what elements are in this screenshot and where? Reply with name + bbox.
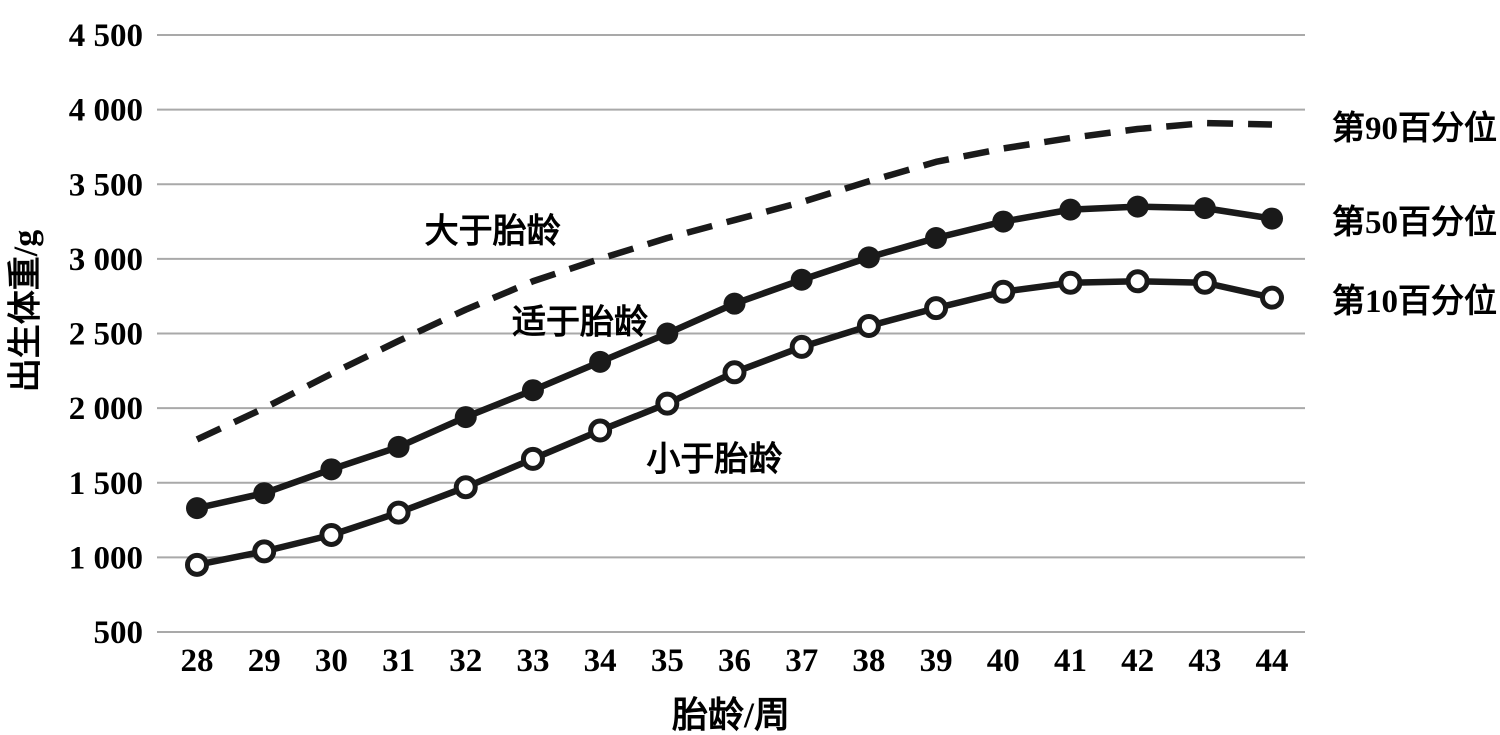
annotation-large-for-gestational-age: 大于胎龄: [424, 213, 561, 251]
marker-open-35w: [655, 391, 680, 416]
marker-open-28w: [185, 552, 209, 577]
marker-open-29w: [252, 539, 277, 564]
x-tick-label-38: 38: [852, 643, 885, 679]
marker-open-33w: [520, 446, 545, 471]
x-tick-label-36: 36: [718, 643, 751, 679]
marker-filled-40w: [992, 210, 1015, 233]
marker-filled-33w: [521, 379, 544, 402]
y-tick-label-2500: 2 500: [69, 317, 143, 353]
legend-label-10th-percentile: 第10百分位: [1332, 283, 1497, 320]
marker-filled-30w: [320, 458, 343, 481]
x-tick-label-32: 32: [449, 643, 482, 679]
marker-filled-29w: [253, 482, 276, 505]
y-tick-label-1000: 1 000: [69, 540, 143, 576]
x-tick-label-44: 44: [1256, 643, 1289, 679]
marker-open-34w: [588, 418, 613, 443]
marker-filled-43w: [1193, 197, 1216, 220]
x-tick-label-29: 29: [248, 643, 281, 679]
marker-open-31w: [386, 500, 411, 525]
y-tick-label-2000: 2 000: [69, 391, 143, 427]
marker-filled-37w: [790, 268, 813, 291]
marker-open-43w: [1192, 270, 1217, 295]
series-line-第90百分位: [195, 119, 1273, 443]
marker-open-40w: [991, 279, 1016, 304]
y-tick-label-500: 500: [94, 615, 144, 651]
x-tick-label-37: 37: [785, 643, 818, 679]
marker-open-30w: [319, 522, 344, 547]
marker-filled-41w: [1059, 198, 1082, 221]
marker-open-37w: [789, 334, 814, 359]
y-tick-label-1500: 1 500: [69, 466, 143, 502]
marker-open-42w: [1125, 269, 1150, 294]
y-tick-label-3500: 3 500: [69, 167, 143, 203]
x-tick-label-41: 41: [1054, 643, 1087, 679]
x-tick-label-42: 42: [1121, 643, 1154, 679]
marker-open-36w: [722, 360, 747, 385]
x-tick-label-33: 33: [516, 643, 549, 679]
y-tick-label-4000: 4 000: [69, 93, 143, 129]
annotation-appropriate-for-gestational-age: 适于胎龄: [511, 304, 648, 342]
marker-filled-44w: [1261, 207, 1283, 230]
x-tick-label-40: 40: [987, 643, 1020, 679]
marker-filled-35w: [656, 322, 679, 345]
marker-open-32w: [453, 475, 478, 500]
x-tick-label-31: 31: [382, 643, 415, 679]
marker-filled-28w: [186, 497, 208, 520]
marker-filled-39w: [925, 226, 948, 249]
x-tick-label-34: 34: [584, 643, 617, 679]
marker-filled-34w: [589, 350, 612, 373]
marker-open-44w: [1260, 285, 1284, 310]
x-axis-title: 胎龄/周: [671, 695, 791, 735]
marker-filled-38w: [857, 246, 880, 269]
x-tick-label-30: 30: [315, 643, 348, 679]
x-tick-label-39: 39: [920, 643, 953, 679]
marker-open-41w: [1058, 270, 1083, 295]
x-tick-label-35: 35: [651, 643, 684, 679]
marker-filled-32w: [454, 406, 477, 429]
legend-label-90th-percentile: 第90百分位: [1332, 110, 1497, 147]
marker-filled-36w: [723, 292, 746, 315]
y-tick-label-4500: 4 500: [69, 18, 143, 54]
marker-filled-42w: [1126, 195, 1149, 218]
annotation-small-for-gestational-age: 小于胎龄: [646, 441, 783, 479]
y-tick-label-3000: 3 000: [69, 242, 143, 278]
x-tick-label-28: 28: [181, 643, 214, 679]
x-tick-label-43: 43: [1188, 643, 1221, 679]
marker-open-39w: [924, 296, 949, 321]
legend-label-50th-percentile: 第50百分位: [1332, 204, 1497, 241]
marker-open-38w: [856, 314, 881, 339]
series-line-第10百分位: [196, 278, 1273, 569]
marker-filled-31w: [387, 435, 410, 458]
